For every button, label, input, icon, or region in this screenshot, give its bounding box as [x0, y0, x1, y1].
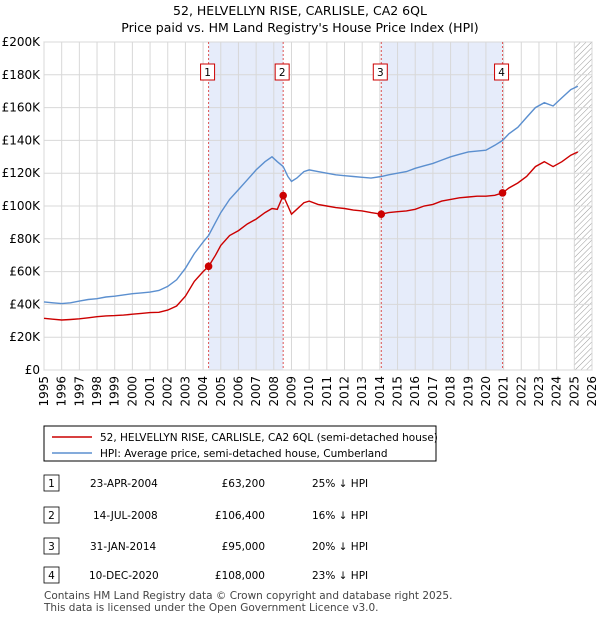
x-tick-label: 2013 [355, 376, 369, 407]
y-tick-label: £60K [9, 265, 41, 279]
x-tick-label: 2016 [408, 376, 422, 407]
sale-point [204, 262, 213, 271]
x-tick-label: 2024 [550, 376, 564, 407]
y-tick-label: £160K [2, 101, 42, 115]
table-row-hpi: 16% ↓ HPI [312, 510, 368, 522]
sale-label: 1 [204, 67, 211, 79]
sale-label-boxes: 1 2 3 4 [200, 63, 510, 81]
y-tick-label: £140K [2, 133, 42, 147]
table-row: 2 14-JUL-2008 £106,400 16% ↓ HPI [43, 506, 368, 524]
x-tick-label: 1996 [55, 376, 69, 407]
x-tick-label: 2012 [338, 376, 352, 407]
chart-subtitle: Price paid vs. HM Land Registry's House … [121, 20, 478, 35]
x-tick-label: 2008 [267, 376, 281, 407]
footer-line-1: Contains HM Land Registry data © Crown c… [44, 590, 452, 602]
x-tick-label: 2003 [178, 376, 192, 407]
x-tick-label: 2009 [284, 376, 298, 407]
x-tick-label: 1999 [108, 376, 122, 407]
table-row-date: 10-DEC-2020 [89, 570, 159, 582]
x-tick-label: 2006 [231, 376, 245, 407]
table-row: 1 23-APR-2004 £63,200 25% ↓ HPI [43, 474, 368, 492]
x-tick-label: 2007 [249, 376, 263, 407]
x-tick-label: 2000 [125, 376, 139, 407]
table-row: 4 10-DEC-2020 £108,000 23% ↓ HPI [43, 566, 368, 584]
x-axis-ticks: 1995 1996 1997 1998 1999 2000 2001 2002 2003 2004… [37, 376, 599, 407]
y-tick-label: £40K [9, 297, 41, 311]
sale-label: 3 [377, 67, 384, 79]
sale-point [498, 189, 507, 197]
table-row-hpi: 23% ↓ HPI [312, 570, 368, 582]
x-tick-label: 2011 [320, 376, 334, 407]
legend-label-property: 52, HELVELLYN RISE, CARLISLE, CA2 6QL (s… [100, 432, 438, 444]
table-row-date: 14-JUL-2008 [93, 510, 158, 522]
x-tick-label: 2004 [196, 376, 210, 407]
sale-point [377, 210, 386, 218]
y-tick-label: £200K [2, 35, 42, 49]
x-tick-label: 2017 [426, 376, 440, 407]
footer-line-2: This data is licensed under the Open Gov… [43, 602, 379, 614]
table-row-price: £63,200 [222, 478, 265, 490]
x-tick-label: 1998 [90, 376, 104, 407]
chart-title: 52, HELVELLYN RISE, CARLISLE, CA2 6QL [173, 3, 427, 18]
y-tick-label: £0 [25, 363, 40, 377]
table-row-number: 3 [48, 541, 55, 553]
x-tick-label: 2023 [532, 376, 546, 407]
sale-points [204, 189, 507, 271]
legend: 52, HELVELLYN RISE, CARLISLE, CA2 6QL (s… [43, 425, 438, 462]
x-tick-label: 2002 [161, 376, 175, 407]
y-tick-label: £180K [2, 68, 42, 82]
series-line-hpi [43, 85, 579, 305]
x-tick-label: 2021 [497, 376, 511, 407]
table-row-number-box [43, 506, 60, 524]
y-tick-label: £20K [9, 330, 41, 344]
sale-markers-lines [208, 42, 504, 370]
table-row-number-box [43, 537, 60, 555]
sale-label: 4 [498, 67, 505, 79]
table-row-hpi: 25% ↓ HPI [312, 478, 368, 490]
gridlines [43, 41, 593, 371]
table-row-number-box [43, 474, 60, 492]
table-row-price: £106,400 [215, 510, 265, 522]
table-row-number: 4 [48, 570, 55, 582]
table-row-number: 1 [48, 478, 55, 490]
x-tick-label: 2010 [302, 376, 316, 407]
table-row-price: £95,000 [222, 541, 265, 553]
sale-label-box [372, 63, 388, 81]
legend-box [43, 425, 437, 462]
sale-label-box [494, 63, 510, 81]
sale-label: 2 [279, 67, 286, 79]
table-row-date: 23-APR-2004 [90, 478, 158, 490]
x-tick-label: 2001 [143, 376, 157, 407]
x-tick-label: 2025 [567, 376, 581, 407]
x-tick-label: 1995 [37, 376, 51, 407]
x-tick-label: 2020 [479, 376, 493, 407]
y-tick-label: £100K [2, 199, 42, 213]
x-tick-label: 2022 [514, 376, 528, 407]
x-tick-label: 2014 [373, 376, 387, 407]
y-axis-ticks: £0 £20K £40K £60K £80K £100K £120K £140K £160K £1… [2, 35, 42, 377]
sales-table: 1 23-APR-2004 £63,200 25% ↓ HPI 2 14-JUL… [43, 474, 368, 584]
table-row: 3 31-JAN-2014 £95,000 20% ↓ HPI [43, 537, 368, 555]
x-tick-label: 2019 [461, 376, 475, 407]
sale-label-box [274, 63, 290, 81]
y-tick-label: £80K [9, 232, 41, 246]
table-row-number: 2 [48, 510, 55, 522]
table-row-hpi: 20% ↓ HPI [312, 541, 368, 553]
x-tick-label: 2018 [444, 376, 458, 407]
table-row-price: £108,000 [215, 570, 265, 582]
table-row-number-box [43, 566, 60, 584]
x-tick-label: 1997 [72, 376, 86, 407]
x-tick-label: 2005 [214, 376, 228, 407]
legend-label-hpi: HPI: Average price, semi-detached house,… [100, 448, 388, 460]
x-tick-label: 2026 [585, 376, 599, 407]
sale-point [279, 191, 287, 200]
y-tick-label: £120K [2, 166, 42, 180]
table-row-date: 31-JAN-2014 [90, 541, 157, 553]
sale-label-box [200, 63, 216, 81]
x-tick-label: 2015 [391, 376, 405, 407]
series-lines [43, 85, 579, 321]
series-line-property [43, 151, 579, 321]
